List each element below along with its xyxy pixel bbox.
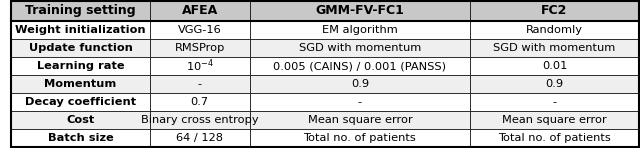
Text: VGG-16: VGG-16 [178,25,221,35]
Bar [470,93,639,111]
Text: 0.7: 0.7 [191,97,209,107]
Text: RMSProp: RMSProp [175,43,225,53]
Text: Training setting: Training setting [25,4,136,17]
Text: Learning rate: Learning rate [36,61,124,71]
Text: Mean square error: Mean square error [308,115,412,125]
Text: FC2: FC2 [541,4,568,17]
Bar [250,75,470,93]
Bar [150,1,250,21]
Text: Batch size: Batch size [47,133,113,143]
Bar [150,21,250,39]
Bar [470,129,639,147]
Text: 0.01: 0.01 [542,61,567,71]
Text: Randomly: Randomly [526,25,583,35]
Text: $10^{-4}$: $10^{-4}$ [186,58,214,74]
Text: Decay coefficient: Decay coefficient [25,97,136,107]
Text: 0.9: 0.9 [351,79,369,89]
Bar [250,111,470,129]
Text: -: - [552,97,557,107]
Text: Total no. of patients: Total no. of patients [498,133,611,143]
Bar [250,39,470,57]
Bar [150,39,250,57]
Bar [150,93,250,111]
Bar [12,39,150,57]
Text: -: - [198,79,202,89]
Text: 64 / 128: 64 / 128 [176,133,223,143]
Text: EM algorithm: EM algorithm [322,25,398,35]
Bar [12,57,150,75]
Text: -: - [358,97,362,107]
Text: SGD with momentum: SGD with momentum [493,43,616,53]
Bar [150,111,250,129]
Text: 0.005 (CAINS) / 0.001 (PANSS): 0.005 (CAINS) / 0.001 (PANSS) [273,61,447,71]
Bar [250,129,470,147]
Bar [470,75,639,93]
Text: Mean square error: Mean square error [502,115,607,125]
Text: Momentum: Momentum [44,79,116,89]
Bar [12,21,150,39]
Bar [250,57,470,75]
Bar [250,21,470,39]
Text: Weight initialization: Weight initialization [15,25,146,35]
Text: AFEA: AFEA [182,4,218,17]
Bar [12,111,150,129]
Bar [470,1,639,21]
Text: Cost: Cost [67,115,95,125]
Bar [470,111,639,129]
Bar [12,129,150,147]
Bar [150,129,250,147]
Text: Binary cross entropy: Binary cross entropy [141,115,259,125]
Bar [470,21,639,39]
Bar [250,1,470,21]
Text: 0.9: 0.9 [545,79,564,89]
Bar [12,93,150,111]
Bar [150,57,250,75]
Bar [250,93,470,111]
Text: GMM-FV-FC1: GMM-FV-FC1 [316,4,404,17]
Text: Total no. of patients: Total no. of patients [303,133,416,143]
Bar [470,57,639,75]
Bar [470,39,639,57]
Text: SGD with momentum: SGD with momentum [299,43,421,53]
Bar [12,1,150,21]
Text: Update function: Update function [29,43,132,53]
Bar [12,75,150,93]
Bar [150,75,250,93]
